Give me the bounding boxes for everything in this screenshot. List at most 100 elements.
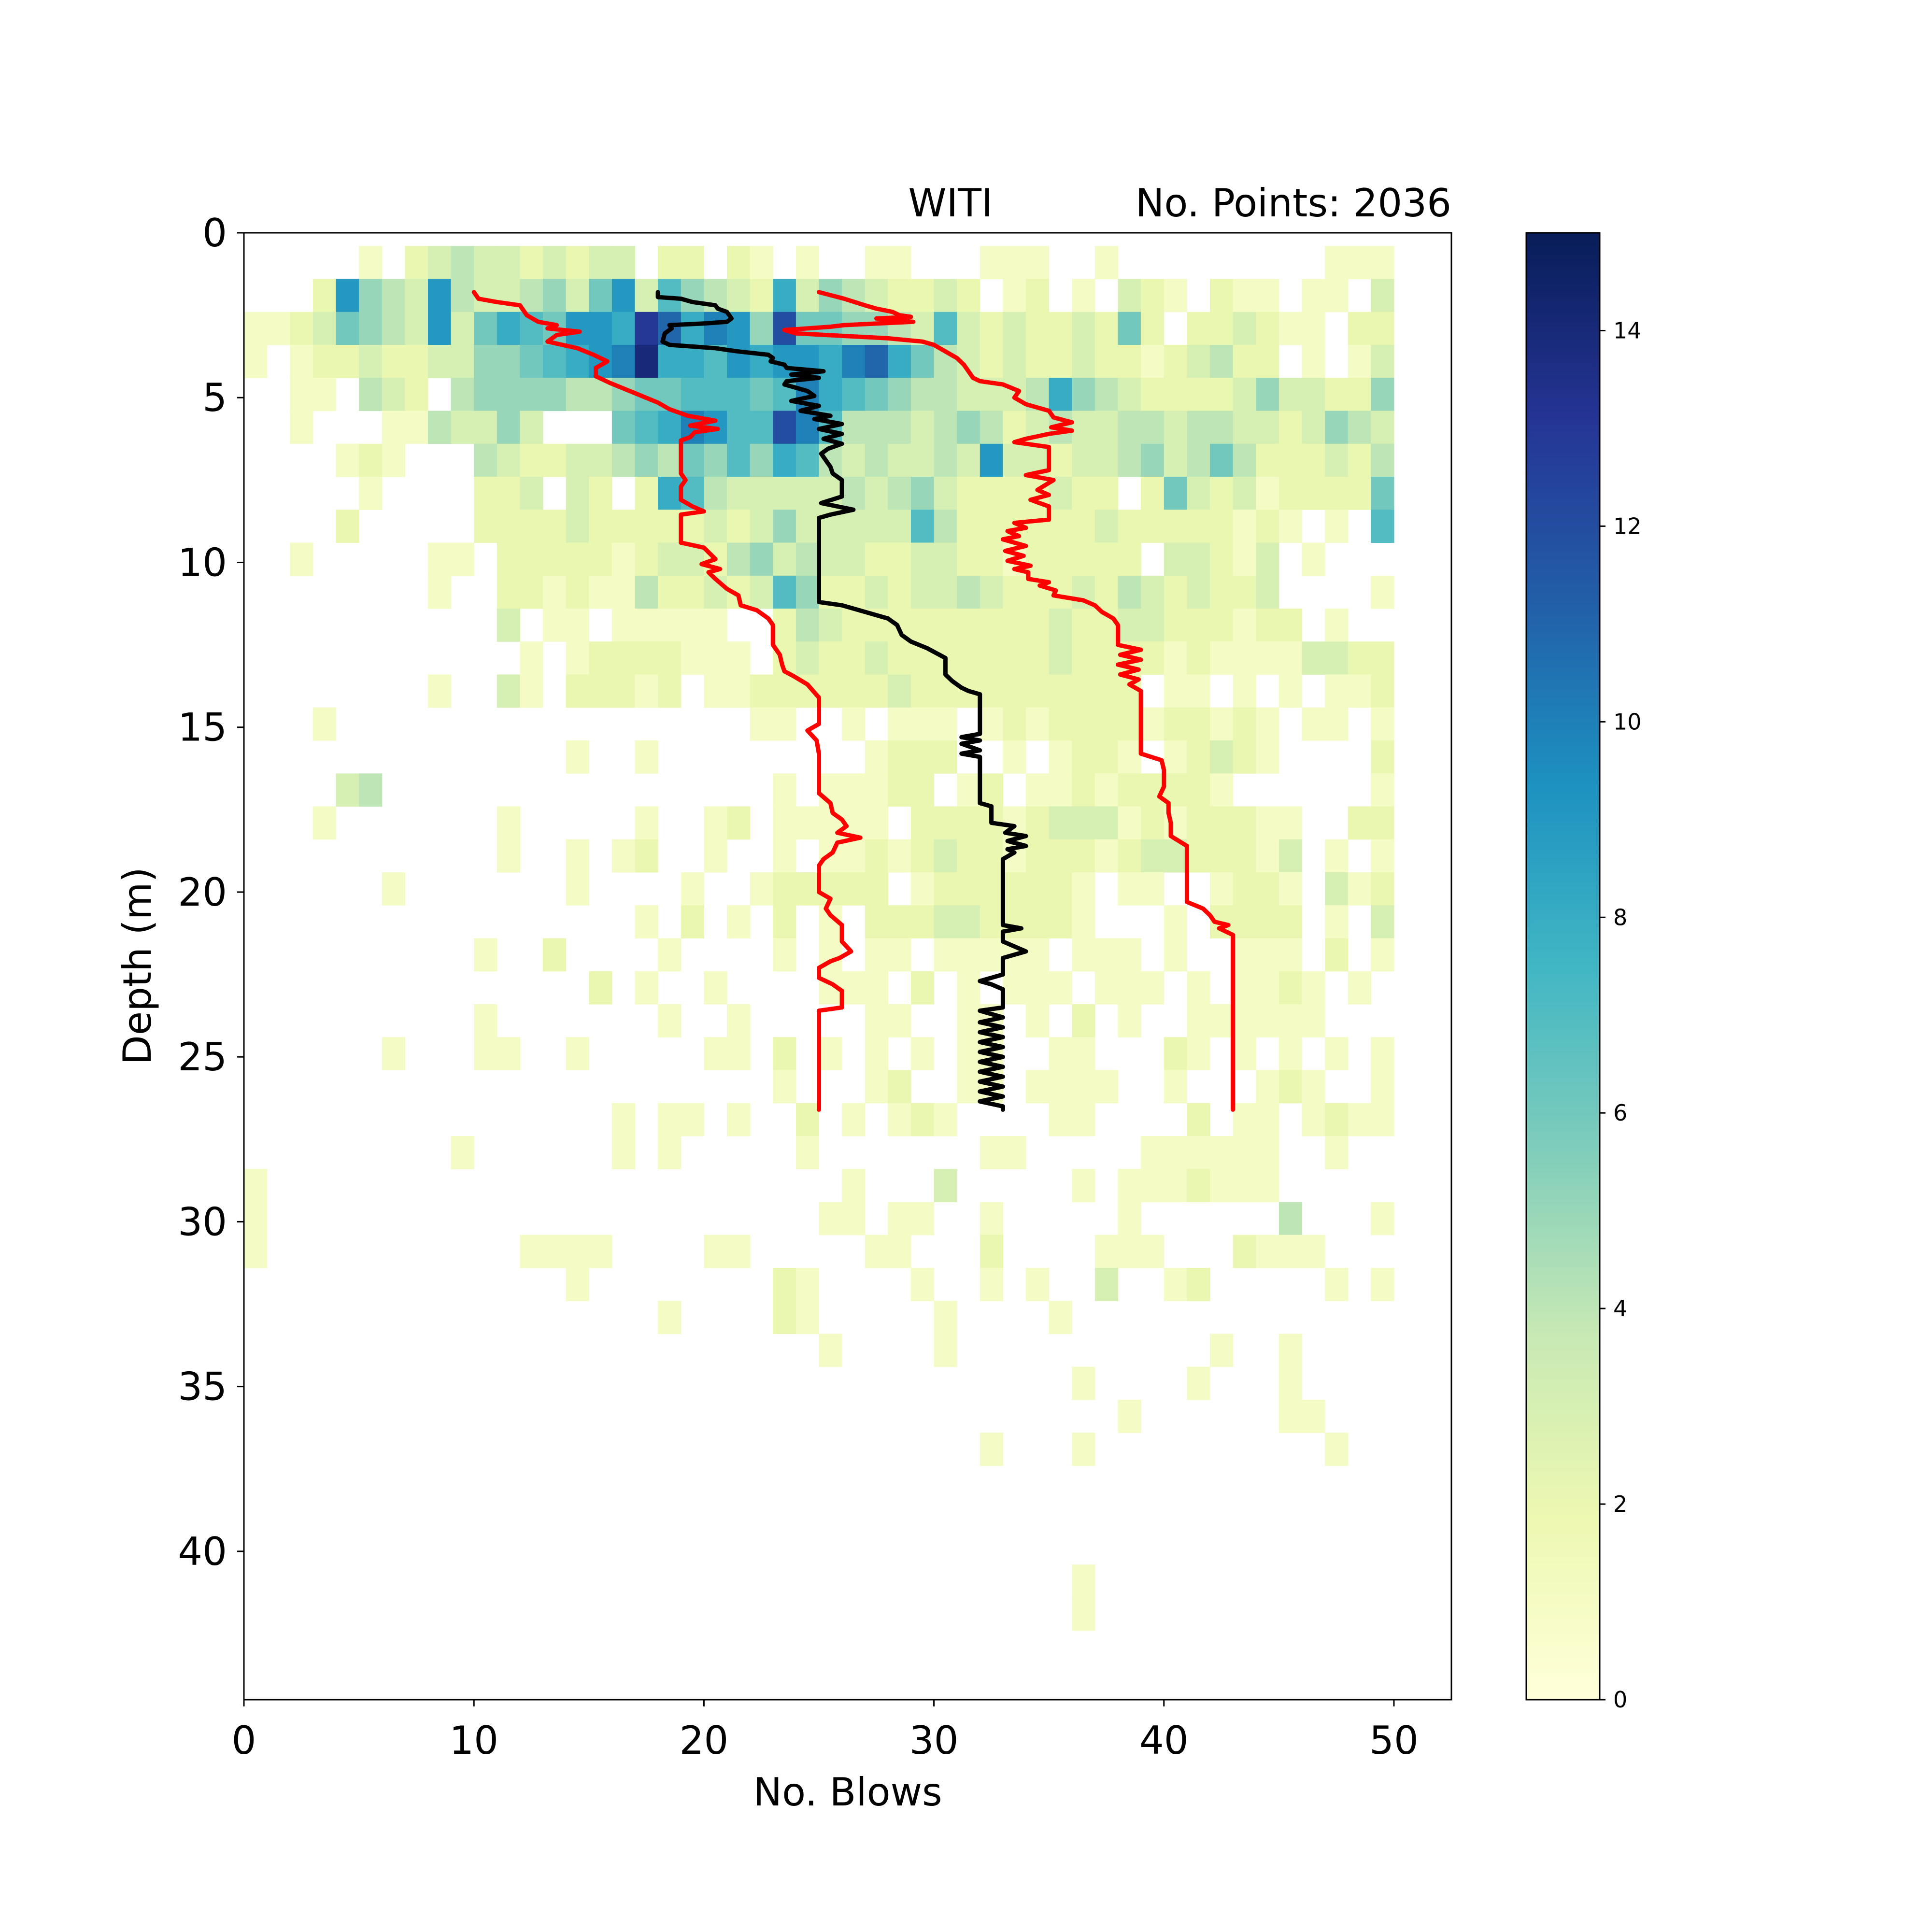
heatmap-cell — [1371, 707, 1394, 741]
heatmap-cell — [1210, 575, 1234, 609]
heatmap-cell — [842, 378, 866, 412]
heatmap-cell — [1118, 279, 1141, 313]
heatmap-cell — [658, 575, 682, 609]
heatmap-cell — [658, 411, 682, 444]
heatmap-cell — [635, 641, 658, 675]
heatmap-cell — [1187, 542, 1210, 576]
heatmap-cell — [1118, 773, 1141, 807]
heatmap-cell — [957, 575, 980, 609]
heatmap-cell — [1141, 279, 1165, 313]
heatmap-cell — [1187, 609, 1210, 642]
heatmap-cell — [543, 246, 567, 280]
heatmap-cell — [1026, 905, 1050, 938]
y-tick-label: 20 — [178, 870, 227, 915]
heatmap-cell — [1348, 806, 1371, 840]
heatmap-cell — [359, 345, 383, 378]
heatmap-cell — [520, 345, 543, 378]
heatmap-cell — [1233, 575, 1256, 609]
heatmap-cell — [1302, 1235, 1325, 1268]
heatmap-cell — [405, 312, 428, 345]
heatmap-cell — [1210, 279, 1234, 313]
heatmap-cell — [1279, 477, 1303, 510]
heatmap-cell — [957, 279, 980, 313]
heatmap-cell — [1118, 411, 1141, 444]
heatmap-cell — [1049, 839, 1072, 873]
heatmap-cell — [888, 1202, 911, 1236]
x-tick-label: 10 — [449, 1718, 498, 1763]
heatmap-cell — [750, 279, 773, 313]
heatmap-cell — [704, 1235, 727, 1268]
heatmap-cell — [888, 246, 911, 280]
heatmap-cell — [589, 674, 612, 708]
heatmap-cell — [911, 411, 935, 444]
heatmap-cell — [819, 1037, 842, 1070]
colorbar-tick-label: 0 — [1613, 1687, 1627, 1713]
heatmap-cell — [1094, 378, 1119, 412]
heatmap-cell — [1371, 641, 1394, 675]
heatmap-cell — [1279, 971, 1303, 1005]
heatmap-cell — [1256, 312, 1279, 345]
heatmap-cell — [1256, 609, 1279, 642]
heatmap-cell — [474, 443, 497, 477]
heatmap-cell — [658, 510, 682, 543]
heatmap-cell — [1371, 839, 1394, 873]
heatmap-cell — [1026, 609, 1050, 642]
heatmap-cell — [244, 312, 268, 345]
heatmap-cell — [1187, 1103, 1210, 1136]
heatmap-cell — [428, 674, 452, 708]
heatmap-cell — [290, 542, 313, 576]
heatmap-cell — [957, 411, 980, 444]
heatmap-cell — [658, 1136, 682, 1169]
heatmap-cell — [382, 378, 405, 412]
heatmap-cell — [704, 806, 727, 840]
heatmap-cell — [1094, 345, 1119, 378]
heatmap-cell — [957, 872, 980, 906]
heatmap-cell — [1118, 443, 1141, 477]
colorbar-gradient — [1525, 232, 1601, 1701]
heatmap-cell — [796, 542, 820, 576]
heatmap-cell — [1049, 971, 1072, 1005]
heatmap-cell — [1072, 1366, 1095, 1400]
heatmap-cell — [704, 971, 727, 1005]
heatmap-cell — [980, 411, 1003, 444]
series-lines — [471, 290, 1236, 1112]
heatmap-cell — [1325, 510, 1349, 543]
heatmap-cell — [1072, 1169, 1095, 1202]
heatmap-cell — [727, 279, 751, 313]
heatmap-cell — [727, 905, 751, 938]
heatmap-cell — [1118, 971, 1141, 1005]
heatmap-cell — [980, 542, 1003, 576]
heatmap-cell — [773, 609, 796, 642]
heatmap-cell — [1141, 1136, 1165, 1169]
heatmap-cell — [1256, 1070, 1279, 1104]
colorbar-tick-label: 6 — [1613, 1100, 1627, 1126]
heatmap-cell — [1141, 443, 1165, 477]
heatmap-cell — [865, 575, 888, 609]
heatmap-cell — [865, 773, 888, 807]
heatmap-cell — [290, 378, 313, 412]
heatmap-cell — [1302, 378, 1325, 412]
colorbar: 0 2 4 6 8 10 12 14 — [1525, 232, 1642, 1713]
heatmap-cell — [819, 674, 842, 708]
heatmap-cell — [1371, 773, 1394, 807]
heatmap-cell — [773, 542, 796, 576]
heatmap-cell — [681, 246, 704, 280]
heatmap-cell — [1210, 411, 1234, 444]
heatmap-cell — [750, 443, 773, 477]
x-axis-label: No. Blows — [753, 1770, 942, 1815]
heatmap-cell — [934, 806, 957, 840]
heatmap-cell — [1164, 641, 1187, 675]
heatmap-cell — [1187, 1136, 1210, 1169]
heatmap-cell — [1348, 312, 1371, 345]
heatmap-cell — [428, 542, 452, 576]
heatmap-cell — [497, 1037, 520, 1070]
heatmap-cell — [773, 938, 796, 972]
heatmap-cell — [1094, 839, 1119, 873]
heatmap-cell — [1118, 345, 1141, 378]
heatmap-cell — [1072, 378, 1095, 412]
heatmap-cell — [1072, 872, 1095, 906]
heatmap-cell — [773, 905, 796, 938]
heatmap-cell — [1094, 1235, 1119, 1268]
heatmap-cell — [681, 1103, 704, 1136]
heatmap-cell — [520, 1235, 543, 1268]
